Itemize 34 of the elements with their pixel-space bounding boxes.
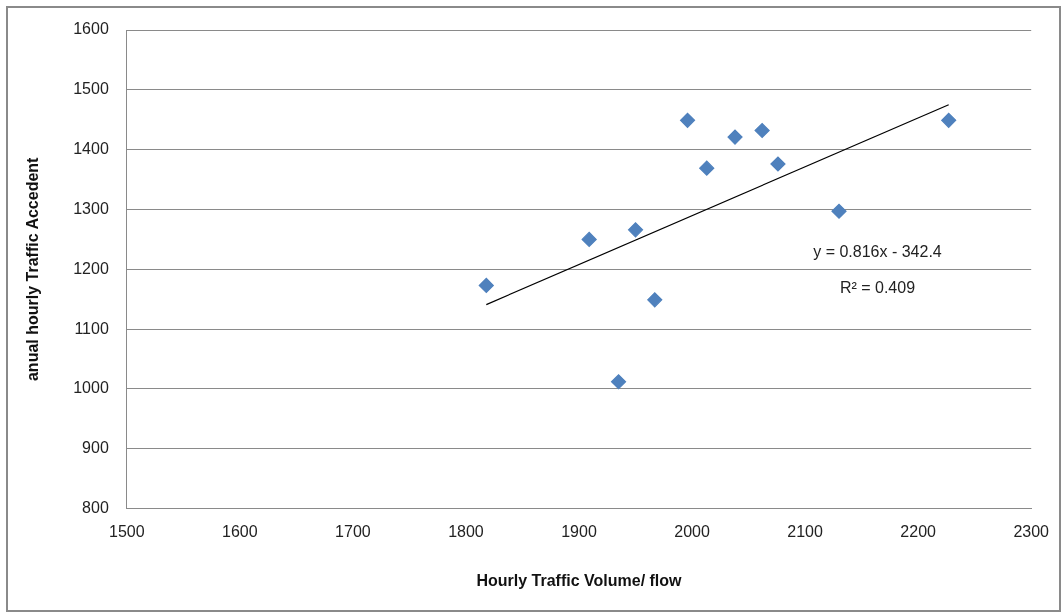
point	[727, 129, 743, 145]
point	[647, 292, 663, 308]
x-tick-label: 2200	[900, 522, 937, 540]
x-tick-label: 1900	[561, 522, 597, 540]
x-tick-label: 1500	[109, 522, 145, 540]
point	[679, 112, 696, 128]
y-tick-label: 1300	[73, 199, 109, 217]
annotation: y = 0.816x - 342.4	[813, 242, 942, 260]
y-tick-label: 1000	[73, 379, 109, 397]
point	[610, 374, 627, 390]
point	[581, 231, 597, 247]
point	[941, 112, 957, 128]
point	[770, 156, 786, 172]
point	[699, 160, 715, 176]
y-tick-label: 1400	[73, 140, 109, 158]
y-tick-label: 1600	[73, 20, 109, 38]
x-tick-label: 2100	[787, 522, 823, 540]
point	[627, 222, 644, 238]
y-axis-title: anual hourly Traffic Accedent	[24, 156, 42, 382]
y-tick-label: 900	[82, 439, 109, 457]
x-tick-label: 2000	[674, 522, 710, 540]
y-tick-label: 800	[82, 499, 109, 517]
y-tick-label: 1500	[73, 80, 109, 98]
x-tick-label: 1700	[335, 522, 371, 540]
x-tick-label: 1600	[222, 522, 258, 540]
point	[831, 203, 847, 219]
x-axis-title: Hourly Traffic Volume/ flow	[476, 571, 683, 589]
point	[478, 277, 494, 294]
point	[754, 122, 770, 139]
x-tick-label: 2300	[1013, 522, 1050, 540]
annotation: R² = 0.409	[839, 278, 916, 296]
x-tick-label: 1800	[448, 522, 484, 540]
y-tick-label: 1100	[74, 319, 109, 337]
y-tick-label: 1200	[73, 259, 109, 277]
